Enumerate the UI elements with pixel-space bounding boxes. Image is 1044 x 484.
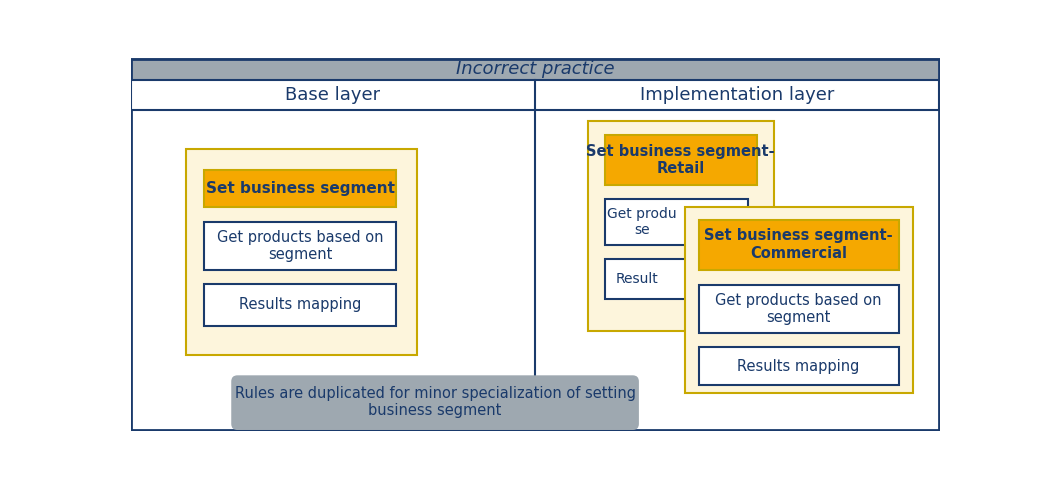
Text: Results mapping: Results mapping bbox=[239, 297, 361, 312]
Bar bbox=[130, 58, 940, 80]
Bar bbox=[205, 222, 397, 270]
Bar bbox=[604, 135, 757, 185]
Bar bbox=[698, 347, 899, 385]
Bar bbox=[588, 121, 774, 331]
Text: Implementation layer: Implementation layer bbox=[640, 86, 834, 104]
Text: Set business segment-
Retail: Set business segment- Retail bbox=[587, 144, 775, 176]
Bar bbox=[698, 285, 899, 333]
Bar bbox=[604, 199, 749, 245]
Text: Set business segment-
Commercial: Set business segment- Commercial bbox=[705, 228, 893, 260]
Bar bbox=[205, 170, 397, 207]
Text: Incorrect practice: Incorrect practice bbox=[456, 60, 614, 78]
Bar bbox=[132, 80, 939, 110]
Bar bbox=[604, 259, 749, 299]
Bar bbox=[186, 149, 418, 355]
Text: Get products based on
segment: Get products based on segment bbox=[715, 293, 882, 325]
Text: Get products based on
segment: Get products based on segment bbox=[217, 230, 383, 262]
Text: Results mapping: Results mapping bbox=[737, 359, 860, 374]
Bar bbox=[698, 220, 899, 270]
Text: Set business segment: Set business segment bbox=[206, 181, 395, 196]
Text: Get produ
se: Get produ se bbox=[608, 207, 677, 237]
Bar bbox=[685, 207, 914, 393]
FancyBboxPatch shape bbox=[232, 375, 639, 430]
Bar bbox=[205, 284, 397, 326]
Text: Rules are duplicated for minor specialization of setting
business segment: Rules are duplicated for minor specializ… bbox=[235, 386, 636, 419]
Text: Base layer: Base layer bbox=[285, 86, 380, 104]
Text: Result: Result bbox=[615, 272, 658, 286]
